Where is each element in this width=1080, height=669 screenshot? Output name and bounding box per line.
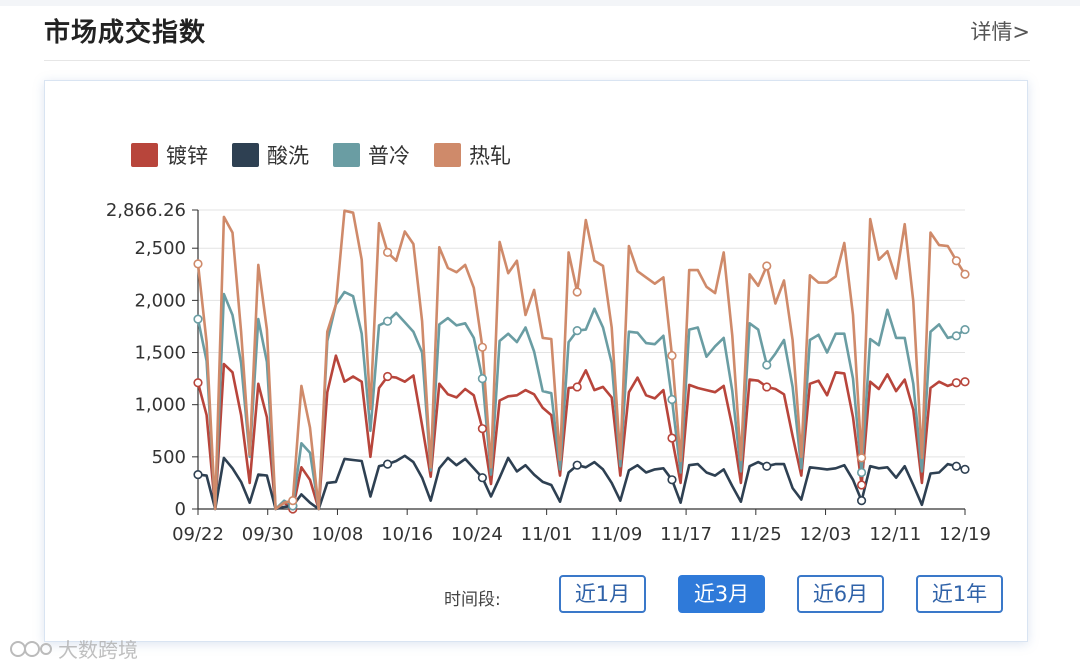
data-point — [667, 475, 677, 485]
data-point — [193, 314, 203, 324]
series-line — [196, 209, 967, 511]
legend-swatch — [333, 143, 360, 167]
x-tick-label: 10/16 — [381, 524, 433, 545]
data-point — [477, 473, 487, 483]
x-tick-label: 09/30 — [242, 524, 294, 545]
x-tick-label: 12/19 — [939, 524, 991, 545]
data-point — [572, 287, 582, 297]
x-tick-label: 11/09 — [590, 524, 642, 545]
data-point — [762, 360, 772, 370]
data-point — [288, 496, 298, 506]
data-point — [856, 480, 867, 490]
data-point — [193, 469, 203, 480]
legend-swatch — [131, 143, 158, 167]
x-tick-label: 11/17 — [660, 524, 712, 545]
data-point — [960, 377, 970, 387]
data-point — [667, 351, 677, 361]
data-point — [477, 342, 487, 352]
legend-label: 热轧 — [469, 144, 511, 168]
data-point — [960, 464, 970, 474]
y-tick-label: 0 — [175, 499, 186, 520]
data-point — [193, 378, 203, 388]
data-point — [951, 378, 961, 388]
y-tick-label: 2,000 — [134, 290, 186, 311]
data-point — [762, 382, 772, 392]
chart-series — [193, 209, 970, 514]
data-point — [951, 331, 961, 341]
x-tick-label: 09/22 — [172, 524, 224, 545]
data-point — [572, 326, 582, 336]
data-point — [477, 374, 487, 384]
line-chart: 镀锌 酸洗 普冷 热轧 0 500 1,000 1,500 2,000 2,500 2,866.2… — [106, 143, 991, 545]
period-3-months-button[interactable]: 近3月 — [678, 575, 765, 613]
chart-axes: 0 500 1,000 1,500 2,000 2,500 2,866.26 09/22 09/… — [106, 200, 991, 545]
data-point — [572, 382, 582, 392]
x-tick-label: 10/08 — [312, 524, 364, 545]
legend-swatch — [434, 143, 461, 167]
period-1-month-button[interactable]: 近1月 — [559, 575, 646, 613]
data-point — [960, 324, 970, 335]
series-line — [196, 354, 966, 511]
x-tick-label: 11/25 — [730, 524, 782, 545]
data-point — [762, 461, 772, 471]
title-divider — [44, 60, 1030, 61]
data-point — [856, 467, 867, 478]
data-point — [193, 259, 203, 269]
data-point — [856, 453, 867, 463]
data-point — [382, 316, 393, 326]
y-tick-label: 2,866.26 — [106, 200, 186, 221]
data-point — [960, 269, 970, 279]
section-title: 市场成交指数 — [44, 18, 207, 48]
y-tick-label: 2,500 — [134, 238, 186, 259]
y-tick-label: 1,500 — [134, 343, 186, 364]
data-point — [382, 371, 393, 382]
legend-label: 酸洗 — [267, 144, 309, 168]
legend-label: 普冷 — [368, 144, 410, 168]
data-point — [667, 394, 677, 405]
data-point — [382, 247, 393, 257]
x-tick-label: 12/11 — [869, 524, 921, 545]
x-tick-label: 10/24 — [451, 524, 503, 545]
data-point — [667, 433, 677, 443]
data-point — [382, 459, 393, 469]
top-strip — [0, 0, 1080, 6]
watermark-text: 大数跨境 — [58, 638, 138, 662]
legend-swatch — [232, 143, 259, 167]
y-tick-label: 500 — [152, 447, 186, 468]
watermark: 大数跨境 — [10, 634, 138, 663]
data-point — [762, 261, 772, 271]
x-tick-label: 11/01 — [521, 524, 573, 545]
period-6-months-button[interactable]: 近6月 — [797, 575, 884, 613]
data-point — [951, 256, 961, 266]
data-point — [856, 496, 867, 506]
watermark-logo-icon — [10, 640, 52, 657]
data-point — [951, 461, 961, 471]
chart-legend: 镀锌 酸洗 普冷 热轧 — [131, 143, 511, 168]
period-label: 时间段: — [444, 590, 501, 610]
legend-label: 镀锌 — [166, 144, 208, 168]
details-link[interactable]: 详情> — [970, 20, 1030, 44]
x-tick-label: 12/03 — [800, 524, 852, 545]
period-1-year-button[interactable]: 近1年 — [916, 575, 1003, 613]
data-point — [572, 460, 582, 470]
data-point — [477, 424, 487, 434]
y-tick-label: 1,000 — [134, 395, 186, 416]
